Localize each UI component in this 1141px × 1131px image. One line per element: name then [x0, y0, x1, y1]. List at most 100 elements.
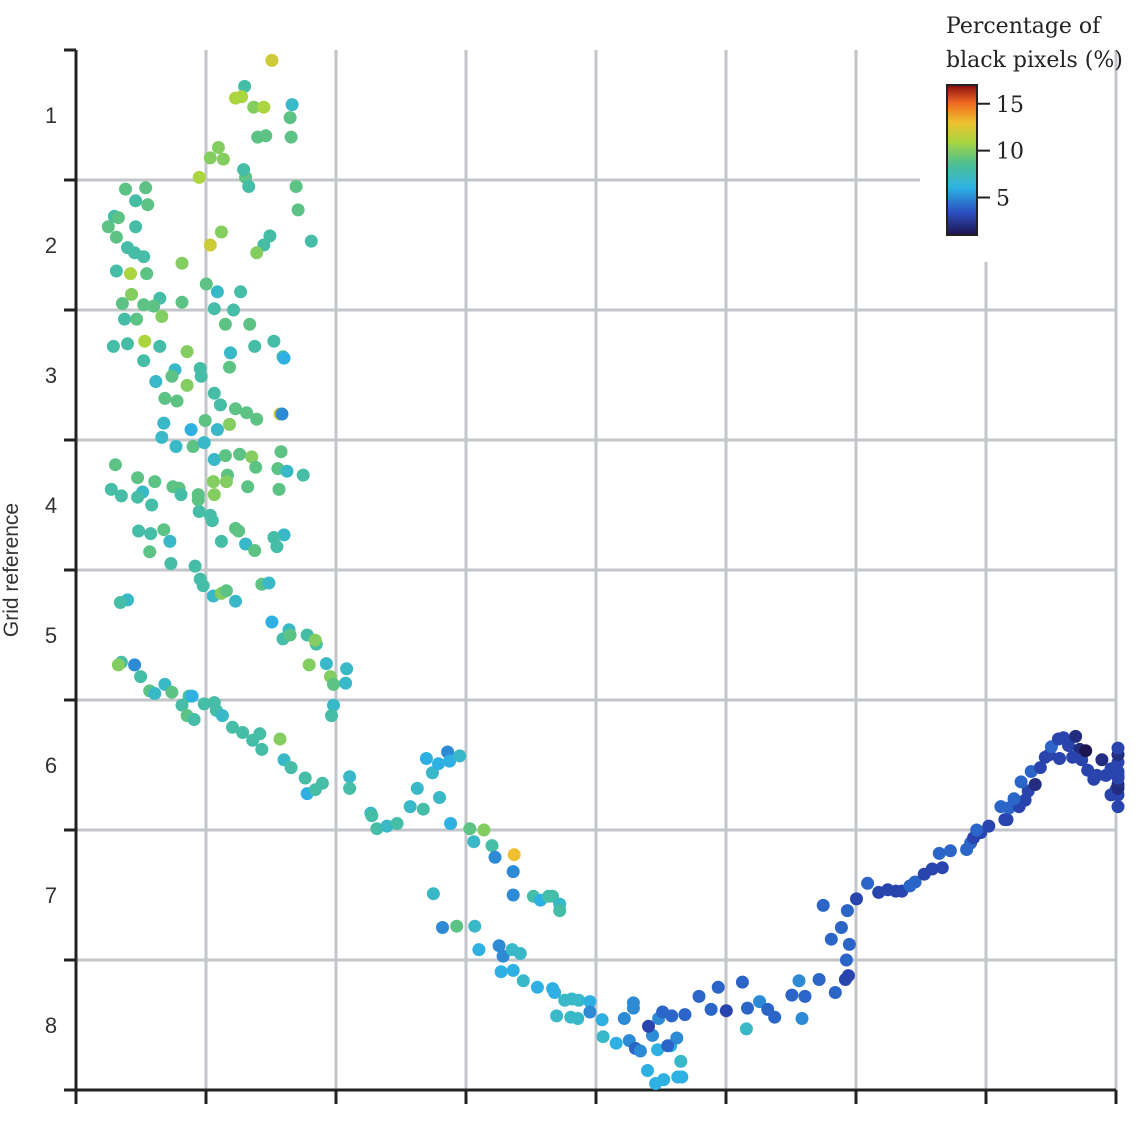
data-point [114, 489, 128, 503]
data-point [425, 766, 439, 780]
data-point [155, 430, 169, 444]
colorbar-ticks: 5 10 15 [977, 93, 1024, 212]
data-point [111, 211, 125, 225]
y-tick-label: 8 [45, 1013, 57, 1038]
data-point [403, 800, 417, 814]
data-point [444, 817, 458, 830]
data-point [339, 676, 353, 690]
data-point [1033, 761, 1047, 775]
data-point [137, 250, 151, 264]
data-point [211, 141, 225, 154]
colorbar-tick-label: 10 [996, 140, 1024, 165]
data-point [932, 846, 946, 860]
data-point [492, 939, 506, 953]
data-point [148, 475, 162, 489]
data-point [935, 861, 949, 875]
data-point [841, 969, 855, 983]
data-point [670, 1031, 684, 1045]
data-point [641, 1064, 654, 1077]
data-point [506, 865, 520, 879]
data-point [175, 295, 189, 309]
data-point [169, 440, 183, 453]
data-point [157, 523, 171, 537]
colorbar-title-line-1: Percentage of [946, 14, 1102, 39]
data-point [674, 1054, 688, 1068]
data-point [180, 345, 194, 359]
data-point [595, 1013, 609, 1027]
data-point [274, 445, 288, 459]
y-tick-label: 4 [45, 493, 57, 518]
y-tick-label: 7 [45, 883, 57, 908]
data-point [131, 490, 145, 504]
data-point [432, 757, 445, 771]
data-point [308, 633, 322, 647]
data-point [370, 822, 384, 836]
y-tick-labels: 1 2 3 4 5 6 7 8 [45, 103, 57, 1038]
data-point [226, 720, 239, 734]
data-point [197, 697, 211, 711]
data-point [242, 180, 256, 193]
data-point [130, 312, 144, 326]
data-point [304, 234, 318, 248]
data-point [164, 557, 178, 570]
data-point [596, 1030, 610, 1044]
data-point [496, 949, 510, 963]
data-point [108, 458, 122, 472]
data-point [207, 453, 221, 466]
data-point [275, 407, 289, 421]
data-point [283, 628, 297, 642]
data-point [174, 488, 188, 502]
data-point [380, 819, 394, 833]
data-point [207, 302, 221, 316]
data-point [118, 312, 131, 326]
data-point [477, 823, 491, 837]
data-point [472, 943, 486, 957]
data-point [277, 351, 291, 365]
data-point [1053, 752, 1066, 765]
data-point [207, 488, 221, 502]
data-point [665, 1009, 679, 1023]
data-point [249, 460, 263, 474]
data-point [468, 919, 482, 933]
data-point [187, 713, 201, 726]
data-point [101, 220, 115, 234]
data-point [861, 876, 875, 890]
data-point [223, 360, 236, 374]
data-point [236, 726, 250, 739]
y-tick-label: 3 [45, 363, 57, 388]
data-point [129, 194, 143, 208]
data-point [325, 709, 338, 723]
data-point [141, 198, 155, 212]
data-point [273, 732, 287, 746]
data-point [785, 988, 799, 1002]
data-point [157, 416, 171, 430]
data-point [548, 986, 562, 999]
data-point [485, 839, 499, 853]
data-point [207, 386, 221, 400]
data-point [943, 844, 957, 858]
data-point [267, 334, 281, 348]
data-point [113, 596, 127, 609]
data-point [199, 277, 213, 291]
data-point [340, 662, 354, 676]
data-point [433, 791, 446, 804]
data-point [180, 378, 194, 392]
data-point [106, 339, 120, 353]
data-point [129, 220, 143, 234]
data-point [925, 862, 939, 876]
data-point [192, 170, 206, 184]
data-point [198, 414, 212, 427]
data-point [735, 975, 749, 989]
data-point [265, 615, 279, 629]
data-point [253, 727, 267, 741]
data-point [247, 100, 261, 114]
data-point [792, 974, 806, 988]
data-point [223, 417, 236, 431]
data-point [416, 802, 430, 816]
data-point [197, 436, 211, 450]
data-point [443, 754, 457, 768]
data-point [170, 394, 184, 408]
data-point [148, 687, 162, 700]
data-point [128, 658, 142, 672]
data-point [250, 412, 264, 426]
